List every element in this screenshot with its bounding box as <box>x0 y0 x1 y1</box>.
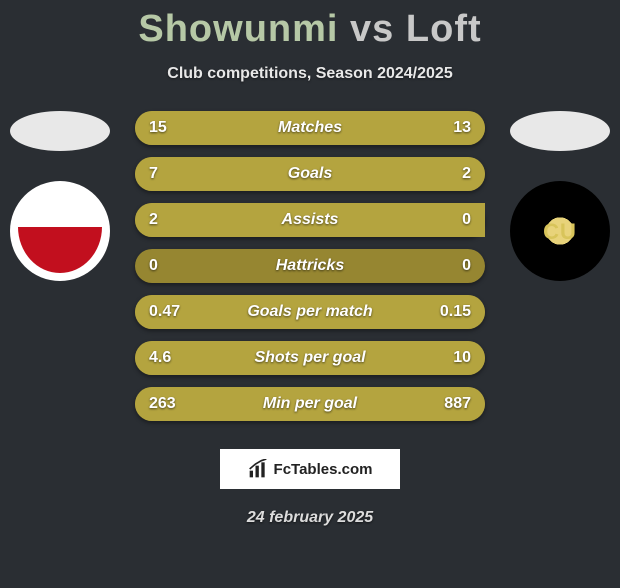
stat-row: 7Goals2 <box>135 157 485 191</box>
stat-label: Hattricks <box>135 257 485 275</box>
stat-value-right: 0 <box>462 211 471 229</box>
stat-row: 15Matches13 <box>135 111 485 145</box>
stat-label: Goals per match <box>135 303 485 321</box>
comparison-title: Showunmi vs Loft <box>0 8 620 51</box>
subtitle: Club competitions, Season 2024/2025 <box>0 65 620 83</box>
player2-team-crest <box>510 181 610 281</box>
stat-value-right: 0.15 <box>440 303 471 321</box>
vs-text: vs <box>350 8 394 50</box>
site-logo: FcTables.com <box>220 449 400 489</box>
player2-silhouette <box>510 111 610 151</box>
player2-avatar <box>500 111 620 271</box>
stat-label: Goals <box>135 165 485 183</box>
stat-value-right: 887 <box>444 395 471 413</box>
stat-row: 0.47Goals per match0.15 <box>135 295 485 329</box>
player1-name: Showunmi <box>138 8 338 50</box>
player2-name: Loft <box>406 8 482 50</box>
player1-avatar <box>0 111 120 271</box>
stat-label: Shots per goal <box>135 349 485 367</box>
stat-value-right: 2 <box>462 165 471 183</box>
stat-row: 4.6Shots per goal10 <box>135 341 485 375</box>
stat-row: 263Min per goal887 <box>135 387 485 421</box>
stat-label: Min per goal <box>135 395 485 413</box>
stat-value-right: 13 <box>453 119 471 137</box>
stat-row: 2Assists0 <box>135 203 485 237</box>
player1-silhouette <box>10 111 110 151</box>
site-name: FcTables.com <box>274 461 373 478</box>
stat-label: Matches <box>135 119 485 137</box>
stat-label: Assists <box>135 211 485 229</box>
stat-row: 0Hattricks0 <box>135 249 485 283</box>
footer-date: 24 february 2025 <box>0 509 620 527</box>
stats-bars: 15Matches137Goals22Assists00Hattricks00.… <box>135 111 485 421</box>
stat-value-right: 10 <box>453 349 471 367</box>
stat-value-right: 0 <box>462 257 471 275</box>
comparison-content: 15Matches137Goals22Assists00Hattricks00.… <box>0 111 620 431</box>
chart-icon <box>248 459 268 479</box>
player1-team-crest <box>10 181 110 281</box>
